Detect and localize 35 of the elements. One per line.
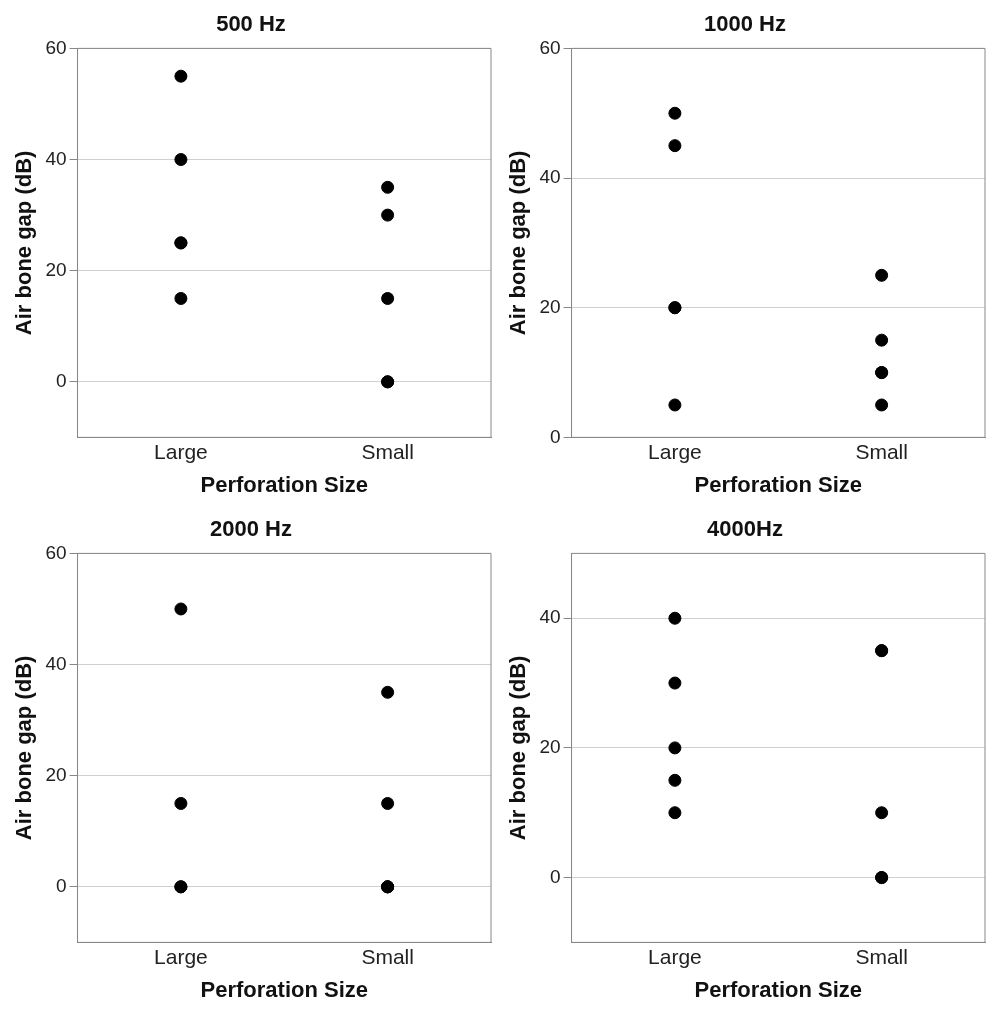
chart-title: 500 Hz xyxy=(216,11,286,37)
y-tick-label: 40 xyxy=(45,147,67,169)
x-tick-label: Large xyxy=(648,439,702,463)
y-tick-label: 20 xyxy=(45,763,67,785)
y-axis-title: Air bone gap (dB) xyxy=(505,655,531,841)
x-axis-title: Perforation Size xyxy=(200,976,369,1002)
x-tick-label: Small xyxy=(361,944,414,968)
x-axis-title: Perforation Size xyxy=(694,976,863,1002)
y-tick-label: 40 xyxy=(539,166,561,188)
x-tick-label: Small xyxy=(855,439,908,463)
x-tick-label: Large xyxy=(154,439,208,463)
y-tick-label: 60 xyxy=(45,36,67,58)
y-tick-label: 0 xyxy=(55,875,67,897)
x-tick-label: Small xyxy=(855,944,908,968)
y-tick-label: 20 xyxy=(45,258,67,280)
y-axis-title: Air bone gap (dB) xyxy=(11,150,37,336)
y-axis-title: Air bone gap (dB) xyxy=(11,655,37,841)
x-tick-label: Large xyxy=(648,944,702,968)
y-tick-label: 20 xyxy=(539,295,561,317)
x-tick-label: Large xyxy=(154,944,208,968)
y-tick-label: 0 xyxy=(55,370,67,392)
x-axis-title: Perforation Size xyxy=(694,471,863,497)
chart-title: 4000Hz xyxy=(707,516,783,542)
y-tick-label: 0 xyxy=(549,865,561,887)
chart-title: 2000 Hz xyxy=(210,516,292,542)
y-tick-label: 40 xyxy=(45,652,67,674)
y-tick-label: 0 xyxy=(549,425,561,447)
y-tick-label: 60 xyxy=(539,36,561,58)
y-tick-label: 60 xyxy=(45,541,67,563)
y-axis-title: Air bone gap (dB) xyxy=(505,150,531,336)
y-tick-label: 40 xyxy=(539,606,561,628)
chart-title: 1000 Hz xyxy=(704,11,786,37)
x-tick-label: Small xyxy=(361,439,414,463)
x-axis-title: Perforation Size xyxy=(200,471,369,497)
y-tick-label: 20 xyxy=(539,736,561,758)
